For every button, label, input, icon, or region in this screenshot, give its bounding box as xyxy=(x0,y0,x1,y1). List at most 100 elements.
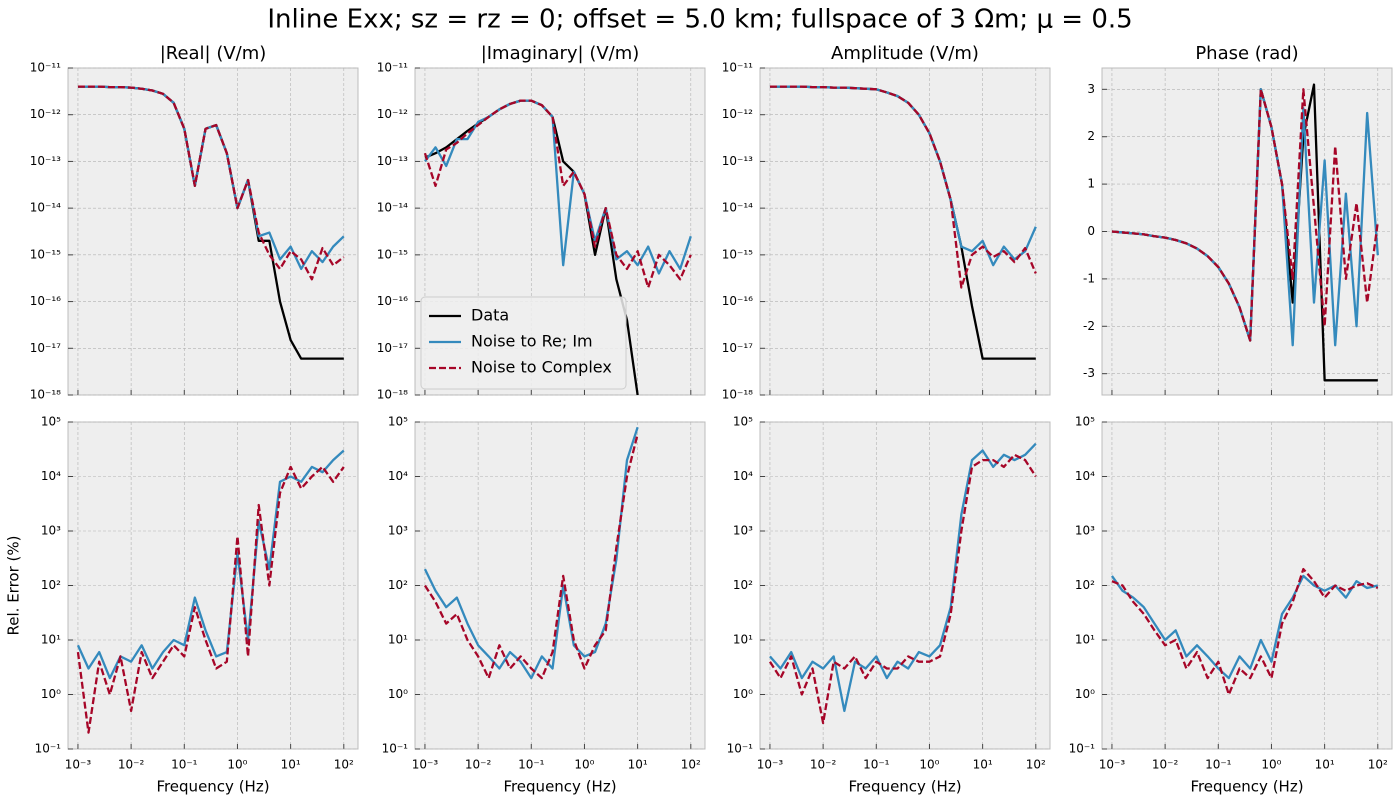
series-line xyxy=(423,433,639,680)
y-tick-label: 10⁰ xyxy=(733,687,753,701)
subplot: 10⁻³ 10⁻² 10⁻¹ 10⁰ 10¹ 10² 10⁻¹ 10⁰ 10¹ 10² 10³ 10⁴… xyxy=(5,415,359,796)
x-axis-label: Frequency (Hz) xyxy=(1190,778,1303,796)
x-tick-label: 10⁰ xyxy=(919,758,939,772)
y-tick-label: 10⁻¹⁶ xyxy=(722,294,753,308)
series-line xyxy=(77,85,345,281)
x-tick-label: 10⁻³ xyxy=(757,758,784,772)
lines xyxy=(76,449,345,734)
subplot-title: Amplitude (V/m) xyxy=(831,43,979,64)
y-tick-label: 3 xyxy=(1087,82,1095,96)
subplot: 10⁻³ 10⁻² 10⁻¹ 10⁰ 10¹ 10² 10⁻¹ 10⁰ 10¹ 10² 10³ 10⁴… xyxy=(382,415,706,796)
y-tick-label: 10¹ xyxy=(388,633,408,647)
legend-box xyxy=(420,296,627,390)
x-tick-label: 10⁻³ xyxy=(1099,758,1126,772)
y-tick-label: 10⁰ xyxy=(388,687,408,701)
series-line xyxy=(76,465,345,734)
x-tick-label: 10⁻³ xyxy=(65,758,92,772)
y-tick-label: 10⁻¹⁵ xyxy=(722,247,753,261)
lines xyxy=(1111,83,1379,382)
subplot: 10⁻³ 10⁻² 10⁻¹ 10⁰ 10¹ 10² 10⁻¹ 10⁰ 10¹ 10² 10³ 10⁴… xyxy=(727,415,1051,796)
y-tick-label: 10² xyxy=(41,578,61,592)
x-tick-label: 10² xyxy=(334,758,354,772)
lines xyxy=(769,85,1037,360)
x-tick-label: 10¹ xyxy=(628,758,648,772)
x-tick-label: 10⁻¹ xyxy=(1205,758,1232,772)
series-line xyxy=(76,449,345,680)
y-tick-label: 10⁻¹¹ xyxy=(377,61,408,75)
x-tick-label: 10² xyxy=(1368,758,1388,772)
x-tick-label: 10² xyxy=(1026,758,1046,772)
x-tick-label: 10⁻² xyxy=(1152,758,1179,772)
y-tick-label: 10⁻¹³ xyxy=(30,154,61,168)
y-tick-label: 10⁻¹⁴ xyxy=(377,201,408,215)
y-tick-label: 10⁻¹⁴ xyxy=(30,201,61,215)
lines xyxy=(77,85,345,360)
y-tick-label: 10⁻¹¹ xyxy=(722,61,753,75)
y-tick-label: 10⁰ xyxy=(1075,687,1095,701)
x-tick-label: 10² xyxy=(681,758,701,772)
y-tick-label: 10⁻¹⁶ xyxy=(30,294,61,308)
y-tick-label: 10¹ xyxy=(41,633,61,647)
y-tick-label: 10³ xyxy=(733,524,753,538)
series-line xyxy=(769,85,1037,289)
series-line xyxy=(1111,567,1379,696)
x-tick-label: 10⁰ xyxy=(574,758,594,772)
subplot: -3 -2 -1 0 1 2 3 Phase (rad) xyxy=(1083,43,1393,396)
x-axis-label: Frequency (Hz) xyxy=(156,778,269,796)
lines xyxy=(423,426,639,680)
y-tick-label: 10⁻¹ xyxy=(382,742,409,756)
y-tick-label: 10⁻¹ xyxy=(1069,742,1096,756)
y-tick-label: 1 xyxy=(1087,177,1095,191)
series-line xyxy=(424,99,692,275)
y-tick-label: 10⁻¹⁷ xyxy=(377,341,408,355)
y-tick-label: 10⁻¹⁵ xyxy=(377,247,408,261)
y-tick-label: 10⁻¹² xyxy=(377,107,408,121)
y-tick-label: 10⁻¹⁷ xyxy=(722,341,753,355)
series-line xyxy=(769,442,1037,713)
subplot: 10⁻¹⁸ 10⁻¹⁷ 10⁻¹⁶ 10⁻¹⁵ 10⁻¹⁴ 10⁻¹³ 10⁻¹² 10⁻¹¹… xyxy=(30,43,359,402)
y-tick-label: 10³ xyxy=(1075,524,1095,538)
figure-title: Inline Exx; sz = rz = 0; offset = 5.0 km… xyxy=(267,5,1132,35)
x-tick-label: 10¹ xyxy=(1315,758,1335,772)
y-tick-label: 10⁻¹³ xyxy=(722,154,753,168)
x-axis-label: Frequency (Hz) xyxy=(503,778,616,796)
x-tick-label: 10⁻² xyxy=(118,758,145,772)
y-tick-label: 10⁴ xyxy=(733,469,753,483)
plot-area xyxy=(759,67,1051,396)
x-tick-label: 10⁻² xyxy=(810,758,837,772)
x-axis-label: Frequency (Hz) xyxy=(848,778,961,796)
x-tick-label: 10¹ xyxy=(281,758,301,772)
x-tick-label: 10⁻³ xyxy=(412,758,439,772)
y-tick-label: 10⁵ xyxy=(733,415,753,429)
y-tick-label: 10⁻¹⁶ xyxy=(377,294,408,308)
subplot-title: Phase (rad) xyxy=(1195,43,1298,64)
y-tick-label: 10⁵ xyxy=(41,415,61,429)
lines xyxy=(423,99,692,395)
series-line xyxy=(1111,88,1379,342)
y-tick-label: 10⁻¹¹ xyxy=(30,61,61,75)
y-tick-label: 10² xyxy=(388,578,408,592)
lines xyxy=(1111,567,1379,696)
subplot: 10⁻¹⁸ 10⁻¹⁷ 10⁻¹⁶ 10⁻¹⁵ 10⁻¹⁴ 10⁻¹³ 10⁻¹² 10⁻¹¹… xyxy=(722,43,1051,402)
y-tick-label: -3 xyxy=(1083,366,1095,380)
legend-label: Noise to Re; Im xyxy=(471,332,593,351)
y-tick-label: 10⁴ xyxy=(41,469,61,483)
y-tick-label: 10⁵ xyxy=(1075,415,1095,429)
y-tick-label: 10⁴ xyxy=(1075,469,1095,483)
subplot-title: |Real| (V/m) xyxy=(160,43,267,64)
y-tick-label: 10⁻¹⁸ xyxy=(377,388,408,402)
y-tick-label: 10¹ xyxy=(733,633,753,647)
series-line xyxy=(423,426,639,680)
x-tick-label: 10¹ xyxy=(973,758,993,772)
y-tick-label: 10⁴ xyxy=(388,469,408,483)
y-tick-label: 10⁻¹⁴ xyxy=(722,201,753,215)
x-tick-label: 10⁻¹ xyxy=(518,758,545,772)
y-tick-label: 10² xyxy=(1075,578,1095,592)
y-tick-label: 10⁰ xyxy=(41,687,61,701)
x-tick-label: 10⁰ xyxy=(1261,758,1281,772)
x-tick-label: 10⁰ xyxy=(227,758,247,772)
y-tick-label: 0 xyxy=(1087,224,1095,238)
subplot-title: |Imaginary| (V/m) xyxy=(481,43,640,64)
y-tick-label: 10⁻¹² xyxy=(30,107,61,121)
